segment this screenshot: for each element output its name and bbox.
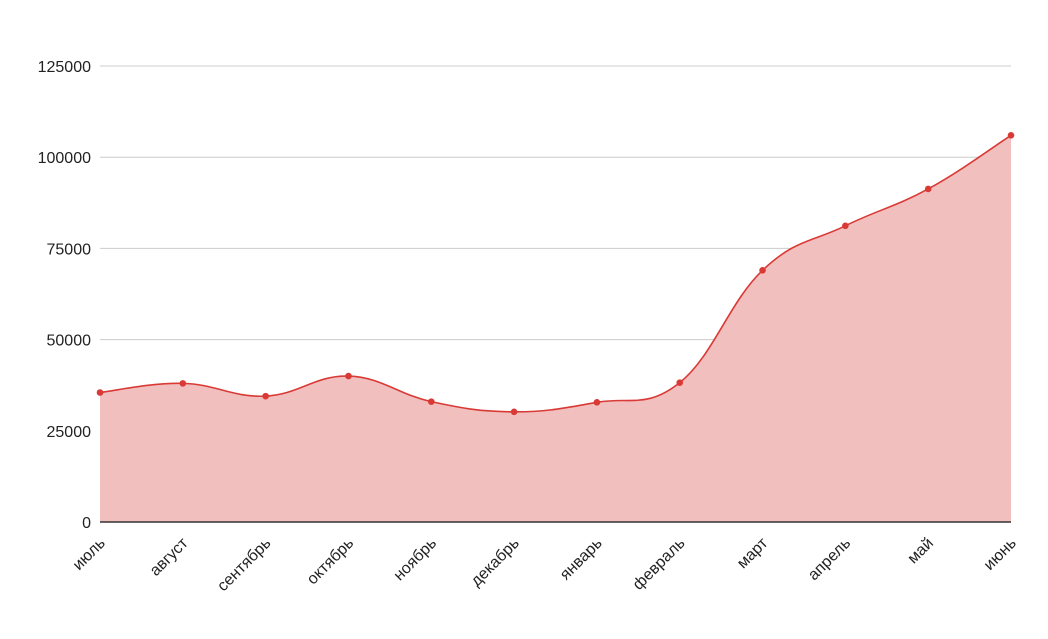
- x-tick-label: апрель: [805, 535, 854, 584]
- x-tick-label: февраль: [630, 535, 689, 594]
- data-point: [510, 408, 518, 416]
- data-point: [593, 399, 601, 406]
- y-tick-label: 50000: [47, 333, 92, 350]
- data-point: [427, 398, 435, 405]
- y-tick-label: 125000: [38, 59, 91, 76]
- x-tick-label: декабрь: [468, 535, 523, 590]
- series-area-fill: [100, 135, 1011, 522]
- data-point: [924, 185, 932, 193]
- series-line: [99, 134, 1012, 413]
- y-tick-label: 75000: [47, 241, 92, 258]
- x-tick-label: январь: [557, 535, 606, 584]
- x-tick-label: ноябрь: [391, 535, 440, 584]
- x-tick-label: май: [905, 535, 937, 567]
- data-point: [676, 379, 684, 386]
- x-tick-label: июнь: [981, 535, 1020, 574]
- x-tick-label: сентябрь: [214, 535, 274, 595]
- y-axis: 0 25000 50000 75000 100000 125000: [38, 59, 91, 532]
- data-point: [262, 392, 269, 400]
- x-tick-label: октябрь: [304, 535, 357, 588]
- data-points: [96, 132, 1015, 416]
- x-axis: июль август сентябрь октябрь ноябрь декабрь ян…: [70, 521, 1020, 595]
- x-tick-label: март: [734, 534, 772, 572]
- x-tick-label: август: [147, 534, 192, 579]
- data-point: [345, 372, 352, 380]
- plot-area: [99, 134, 1012, 522]
- data-point: [842, 222, 849, 230]
- y-tick-label: 0: [82, 515, 91, 532]
- x-tick-label: июль: [70, 535, 109, 574]
- y-tick-label: 25000: [47, 424, 92, 441]
- data-point: [759, 266, 766, 274]
- data-point: [1007, 132, 1015, 139]
- y-tick-label: 100000: [38, 150, 91, 167]
- data-point: [96, 389, 104, 396]
- data-point: [179, 380, 187, 387]
